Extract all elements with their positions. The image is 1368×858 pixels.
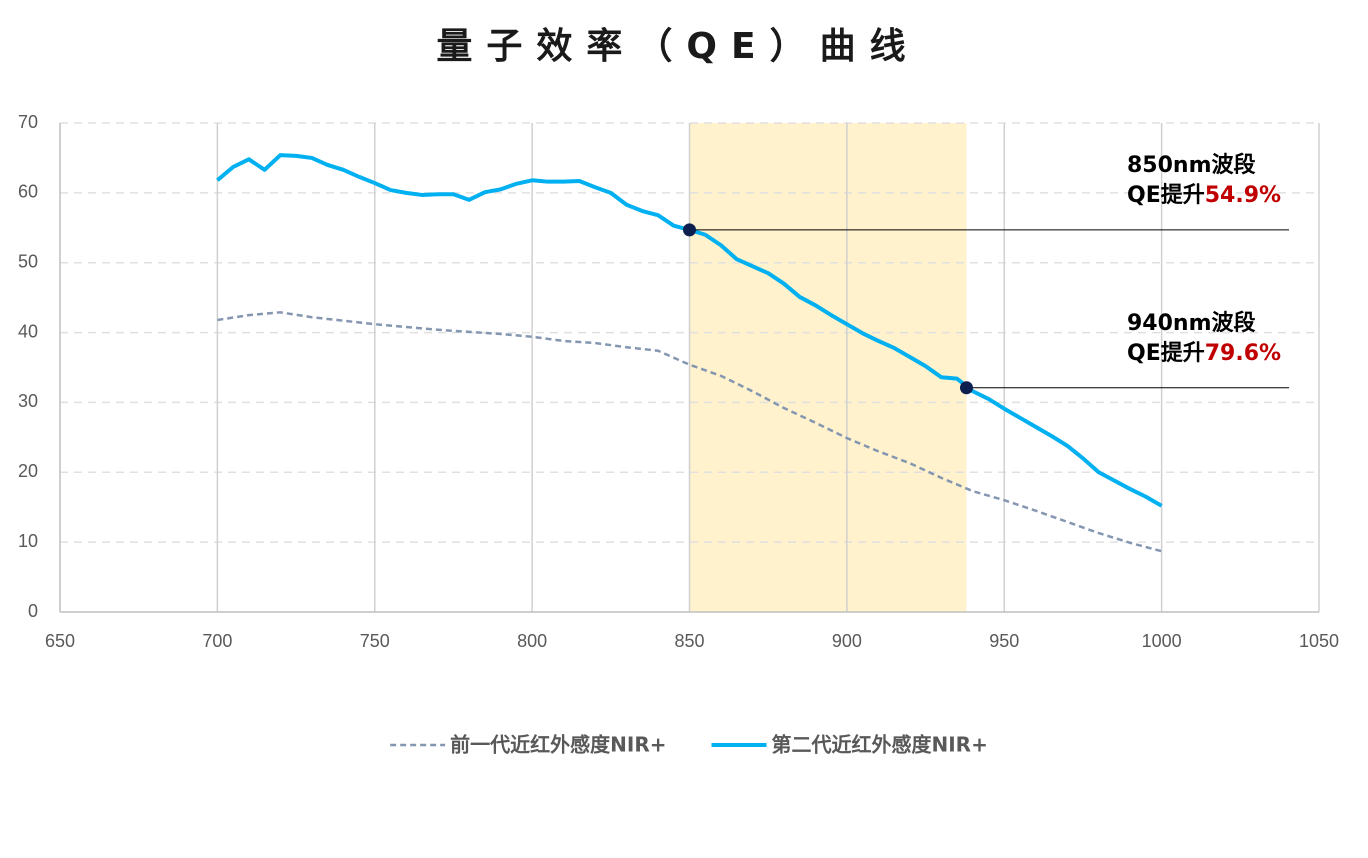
x-tick-label: 650 bbox=[45, 631, 75, 651]
y-tick-label: 20 bbox=[18, 461, 38, 481]
y-tick-label: 70 bbox=[18, 112, 38, 132]
annotation-value: 79.6% bbox=[1205, 341, 1281, 366]
chart-title: 量子效率（QE）曲线 bbox=[436, 26, 919, 67]
annotation-title: 940nm波段 bbox=[1127, 310, 1256, 336]
annotation-title: 850nm波段 bbox=[1127, 152, 1256, 178]
highlight-band bbox=[689, 123, 967, 612]
annotation-point bbox=[959, 381, 973, 395]
annotation-prefix: QE提升 bbox=[1127, 340, 1205, 366]
legend-label: 第二代近红外感度NIR+ bbox=[772, 733, 988, 757]
series-line bbox=[217, 311, 1162, 553]
x-tick-label: 700 bbox=[202, 631, 232, 651]
x-tick-label: 850 bbox=[674, 631, 704, 651]
x-tick-label: 800 bbox=[517, 631, 547, 651]
y-tick-label: 30 bbox=[18, 391, 38, 411]
x-tick-label: 1000 bbox=[1142, 631, 1182, 651]
annotation-value: 54.9% bbox=[1205, 183, 1281, 208]
x-tick-label: 950 bbox=[989, 631, 1019, 651]
legend: 前一代近红外感度NIR+ 第二代近红外感度NIR+ bbox=[390, 733, 988, 757]
x-tick-label: 750 bbox=[360, 631, 390, 651]
y-tick-label: 40 bbox=[18, 321, 38, 341]
x-tick-label: 1050 bbox=[1299, 631, 1339, 651]
y-tick-label: 50 bbox=[18, 251, 38, 271]
annotation-prefix: QE提升 bbox=[1127, 182, 1205, 208]
y-tick-label: 10 bbox=[18, 531, 38, 551]
y-tick-label: 60 bbox=[18, 182, 38, 202]
y-tick-label: 0 bbox=[28, 601, 38, 621]
x-tick-label: 900 bbox=[832, 631, 862, 651]
annotation-point bbox=[683, 223, 696, 237]
legend-label: 前一代近红外感度NIR+ bbox=[450, 733, 666, 757]
